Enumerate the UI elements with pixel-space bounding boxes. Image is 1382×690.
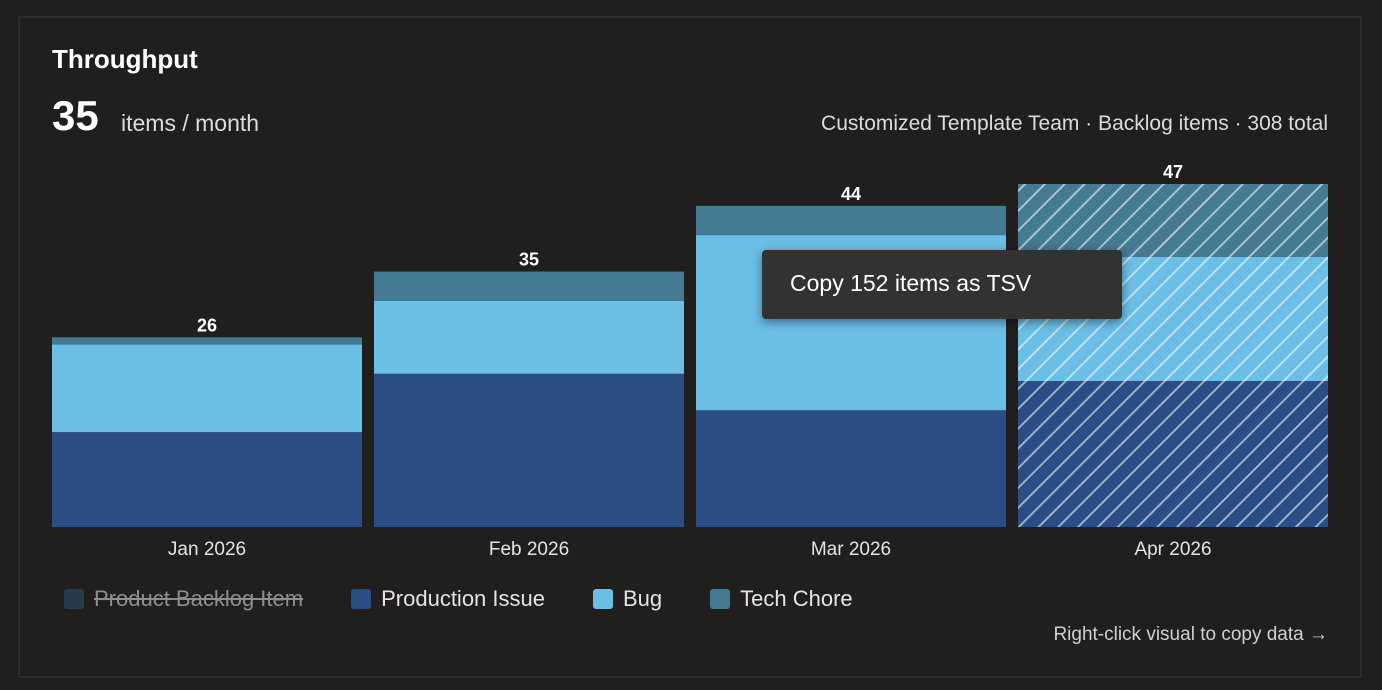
bar-total-label: 44 bbox=[841, 184, 861, 204]
legend-swatch bbox=[351, 589, 372, 609]
bar-hatch-overlay bbox=[1018, 381, 1328, 527]
bar-segment-tech-chore[interactable] bbox=[696, 205, 1006, 236]
legend-item-tech-chore[interactable]: Tech Chore bbox=[710, 586, 853, 612]
copy-tooltip-text: Copy 152 items as TSV bbox=[790, 270, 1032, 296]
bar-total-label: 47 bbox=[1163, 162, 1183, 182]
legend-label: Production Issue bbox=[381, 586, 545, 611]
x-tick-label: Mar 2026 bbox=[811, 539, 891, 560]
bar-segment-bug[interactable] bbox=[52, 344, 362, 433]
copy-tooltip[interactable]: Copy 152 items as TSV bbox=[762, 250, 1122, 319]
bar-segment-production-issue[interactable] bbox=[52, 432, 362, 527]
copy-data-hint[interactable]: Right-click visual to copy data → bbox=[1053, 624, 1328, 645]
throughput-unit: items / month bbox=[121, 110, 260, 136]
x-tick-label: Apr 2026 bbox=[1134, 539, 1211, 560]
bar-segment-bug[interactable] bbox=[374, 300, 684, 374]
x-tick-label: Jan 2026 bbox=[168, 539, 246, 560]
legend-swatch bbox=[64, 589, 84, 609]
x-tick-label: Feb 2026 bbox=[489, 539, 569, 560]
bar-total-label: 35 bbox=[519, 250, 539, 270]
bar-segment-tech-chore[interactable] bbox=[52, 337, 362, 345]
bar-segment-tech-chore[interactable] bbox=[374, 271, 684, 301]
legend-item-product-backlog-item[interactable]: Product Backlog Item bbox=[64, 586, 303, 612]
legend-swatch bbox=[592, 589, 613, 609]
throughput-value: 35 bbox=[52, 92, 99, 139]
summary-meta: Customized Template Team · Backlog items… bbox=[821, 112, 1328, 135]
legend-swatch bbox=[710, 589, 731, 609]
legend: Product Backlog Item Production Issue Bu… bbox=[64, 586, 901, 612]
bar-segment-production-issue[interactable] bbox=[696, 410, 1006, 527]
legend-label: Tech Chore bbox=[740, 586, 853, 611]
legend-item-bug[interactable]: Bug bbox=[592, 586, 663, 612]
legend-label: Bug bbox=[622, 586, 663, 611]
legend-item-production-issue[interactable]: Production Issue bbox=[351, 586, 545, 612]
bar-segment-production-issue[interactable] bbox=[374, 373, 684, 527]
legend-label: Product Backlog Item bbox=[94, 586, 304, 611]
card-title: Throughput bbox=[52, 44, 198, 74]
bar-total-label: 26 bbox=[197, 315, 217, 335]
bar-hatch-overlay bbox=[1018, 184, 1328, 257]
